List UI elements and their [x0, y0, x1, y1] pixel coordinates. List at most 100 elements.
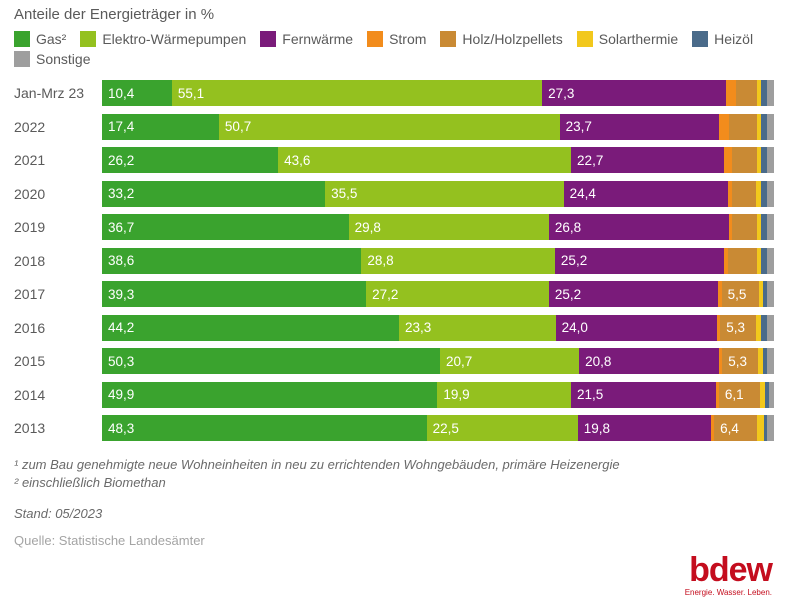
- chart-row: 201550,320,720,85,3: [14, 347, 774, 375]
- bar-segment-sonstige: [767, 80, 774, 106]
- chart-row: 201644,223,324,05,3: [14, 314, 774, 342]
- bar-segment-waermepump: 55,1: [172, 80, 542, 106]
- legend-swatch: [14, 51, 30, 67]
- bar-segment-fernwaerme: 19,8: [578, 415, 711, 441]
- bar-segment-sonstige: [767, 114, 774, 140]
- legend-swatch: [367, 31, 383, 47]
- stacked-bar: 49,919,921,56,1: [102, 382, 774, 408]
- chart-row: 202033,235,524,4: [14, 180, 774, 208]
- legend-item: Fernwärme: [260, 31, 353, 47]
- bar-segment-sonstige: [769, 382, 774, 408]
- bar-segment-fernwaerme: 24,4: [564, 181, 728, 207]
- bar-segment-strom: [726, 80, 736, 106]
- chart-row: 201449,919,921,56,1: [14, 381, 774, 409]
- bar-segment-waermepump: 50,7: [219, 114, 560, 140]
- legend-label: Heizöl: [714, 31, 753, 47]
- bar-segment-fernwaerme: 22,7: [571, 147, 724, 173]
- legend-item: Gas²: [14, 31, 66, 47]
- bar-segment-sonstige: [767, 415, 774, 441]
- row-label: 2020: [14, 186, 102, 202]
- bar-segment-sonstige: [767, 315, 774, 341]
- bar-segment-holz: [728, 248, 757, 274]
- legend-swatch: [14, 31, 30, 47]
- bar-segment-gas: 26,2: [102, 147, 278, 173]
- legend-swatch: [440, 31, 456, 47]
- stacked-bar: 50,320,720,85,3: [102, 348, 774, 374]
- bar-segment-gas: 38,6: [102, 248, 361, 274]
- stacked-bar: 10,455,127,3: [102, 80, 774, 106]
- bar-segment-strom: [724, 147, 733, 173]
- stand-date: Stand: 05/2023: [14, 506, 774, 521]
- legend-swatch: [577, 31, 593, 47]
- bar-segment-fernwaerme: 20,8: [579, 348, 719, 374]
- legend: Gas² Elektro-Wärmepumpen Fernwärme Strom Hol…: [14, 31, 774, 67]
- bar-segment-fernwaerme: 27,3: [542, 80, 725, 106]
- row-label: 2022: [14, 119, 102, 135]
- row-label: Jan-Mrz 23: [14, 85, 102, 101]
- footnote-line: ¹ zum Bau genehmigte neue Wohneinheiten …: [14, 456, 774, 474]
- bar-segment-sonstige: [767, 248, 774, 274]
- bar-segment-waermepump: 23,3: [399, 315, 556, 341]
- bar-segment-holz: [732, 214, 756, 240]
- chart-row: 202126,243,622,7: [14, 146, 774, 174]
- bar-segment-gas: 50,3: [102, 348, 440, 374]
- legend-label: Fernwärme: [282, 31, 353, 47]
- legend-label: Solarthermie: [599, 31, 678, 47]
- bar-segment-holz: 6,1: [719, 382, 760, 408]
- row-label: 2018: [14, 253, 102, 269]
- bar-segment-waermepump: 20,7: [440, 348, 579, 374]
- chart-row: 201936,729,826,8: [14, 213, 774, 241]
- legend-item: Strom: [367, 31, 426, 47]
- legend-label: Holz/Holzpellets: [462, 31, 562, 47]
- bar-segment-waermepump: 35,5: [325, 181, 564, 207]
- bar-segment-holz: 5,3: [720, 315, 756, 341]
- legend-item: Holz/Holzpellets: [440, 31, 562, 47]
- bar-segment-waermepump: 22,5: [427, 415, 578, 441]
- bar-segment-waermepump: 28,8: [361, 248, 555, 274]
- bar-segment-holz: 5,3: [722, 348, 758, 374]
- stacked-bar: 39,327,225,25,5: [102, 281, 774, 307]
- stacked-bar: 38,628,825,2: [102, 248, 774, 274]
- row-label: 2013: [14, 420, 102, 436]
- stacked-bar: 17,450,723,7: [102, 114, 774, 140]
- row-label: 2016: [14, 320, 102, 336]
- bar-segment-waermepump: 19,9: [437, 382, 571, 408]
- legend-item: Heizöl: [692, 31, 753, 47]
- source-text: Quelle: Statistische Landesämter: [14, 533, 774, 548]
- row-label: 2015: [14, 353, 102, 369]
- logo-main-text: bdew: [685, 555, 772, 586]
- stacked-bar: 33,235,524,4: [102, 181, 774, 207]
- bar-segment-holz: [732, 147, 756, 173]
- bar-segment-gas: 36,7: [102, 214, 349, 240]
- bar-segment-waermepump: 43,6: [278, 147, 571, 173]
- legend-label: Sonstige: [36, 51, 90, 67]
- bar-segment-gas: 17,4: [102, 114, 219, 140]
- bar-segment-strom: [719, 114, 729, 140]
- stacked-bar-chart: Jan-Mrz 2310,455,127,3202217,450,723,7 20…: [14, 79, 774, 442]
- bar-segment-sonstige: [767, 348, 774, 374]
- bar-segment-gas: 39,3: [102, 281, 366, 307]
- stacked-bar: 48,322,519,86,4: [102, 415, 774, 441]
- stacked-bar: 26,243,622,7: [102, 147, 774, 173]
- legend-swatch: [692, 31, 708, 47]
- bar-segment-fernwaerme: 25,2: [549, 281, 718, 307]
- bar-segment-fernwaerme: 25,2: [555, 248, 724, 274]
- legend-swatch: [80, 31, 96, 47]
- footnotes: ¹ zum Bau genehmigte neue Wohneinheiten …: [14, 456, 774, 492]
- bar-segment-holz: [729, 114, 757, 140]
- row-label: 2014: [14, 387, 102, 403]
- bar-segment-gas: 44,2: [102, 315, 399, 341]
- legend-item: Solarthermie: [577, 31, 678, 47]
- chart-row: 201348,322,519,86,4: [14, 414, 774, 442]
- bar-segment-holz: 5,5: [722, 281, 759, 307]
- row-label: 2019: [14, 219, 102, 235]
- row-label: 2017: [14, 286, 102, 302]
- bar-segment-sonstige: [767, 214, 774, 240]
- logo-sub-text: Energie. Wasser. Leben.: [685, 588, 772, 597]
- bar-segment-sonstige: [767, 147, 774, 173]
- bar-segment-waermepump: 27,2: [366, 281, 549, 307]
- bar-segment-fernwaerme: 26,8: [549, 214, 729, 240]
- legend-label: Elektro-Wärmepumpen: [102, 31, 246, 47]
- stacked-bar: 36,729,826,8: [102, 214, 774, 240]
- bar-segment-fernwaerme: 21,5: [571, 382, 715, 408]
